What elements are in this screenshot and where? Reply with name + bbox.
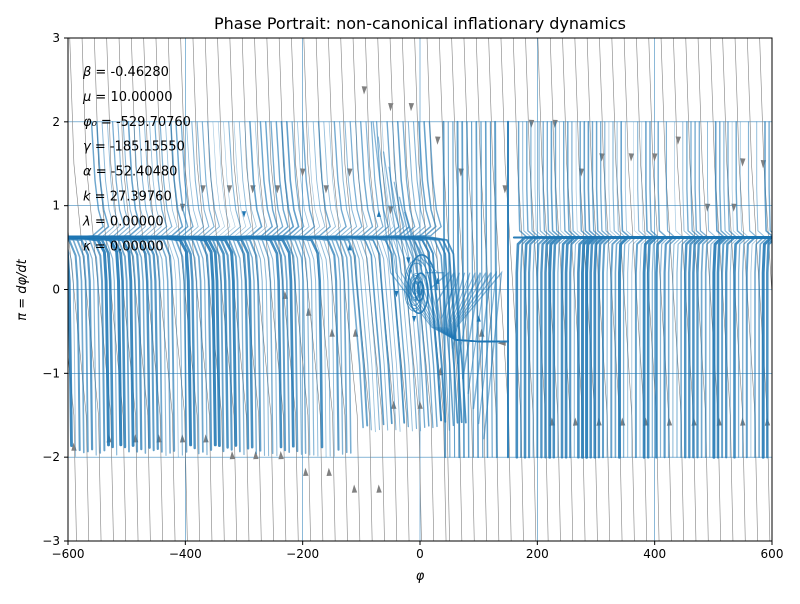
y-tick-label: −3 <box>42 534 60 548</box>
parameter-value: = -0.46280 <box>91 65 169 80</box>
parameter-label: k = 27.39760 <box>83 190 172 205</box>
parameter-label: μ = 10.00000 <box>82 90 172 105</box>
x-tick-label: 0 <box>416 547 424 561</box>
x-tick-label: 600 <box>761 547 784 561</box>
parameter-label: β = -0.46280 <box>82 65 169 80</box>
parameter-symbol: φ₀ <box>83 115 98 130</box>
y-tick-label: 2 <box>52 115 60 129</box>
parameter-label: α = -52.40480 <box>83 165 177 180</box>
y-tick-label: 0 <box>52 283 60 297</box>
chart-title: Phase Portrait: non-canonical inflationa… <box>214 14 626 33</box>
parameter-value: = -529.70760 <box>97 115 191 130</box>
x-tick-label: −200 <box>286 547 319 561</box>
parameter-value: = -185.15550 <box>91 140 185 155</box>
parameter-label: λ = 0.00000 <box>82 214 164 229</box>
y-tick-label: 3 <box>52 31 60 45</box>
parameter-symbol: β <box>82 65 91 80</box>
parameter-symbol: μ <box>82 90 91 105</box>
parameter-value: = 27.39760 <box>91 190 172 205</box>
parameter-label: γ = -185.15550 <box>83 140 185 155</box>
y-tick-label: 1 <box>52 199 60 213</box>
y-tick-label: −2 <box>42 450 60 464</box>
x-axis-label: φ <box>416 569 425 584</box>
parameter-value: = -52.40480 <box>92 165 178 180</box>
x-tick-label: −400 <box>169 547 202 561</box>
parameter-value: = 0.00000 <box>91 239 164 254</box>
y-axis-label: π = dφ/dt <box>15 258 30 320</box>
parameter-value: = 10.00000 <box>91 90 172 105</box>
x-tick-label: 200 <box>526 547 549 561</box>
parameter-symbol: λ <box>82 214 91 229</box>
y-tick-label: −1 <box>42 366 60 380</box>
parameter-label: φ₀ = -529.70760 <box>83 115 191 130</box>
x-tick-label: −600 <box>52 547 85 561</box>
x-tick-label: 400 <box>643 547 666 561</box>
parameter-value: = 0.00000 <box>91 214 164 229</box>
parameter-label: κ = 0.00000 <box>83 239 164 254</box>
